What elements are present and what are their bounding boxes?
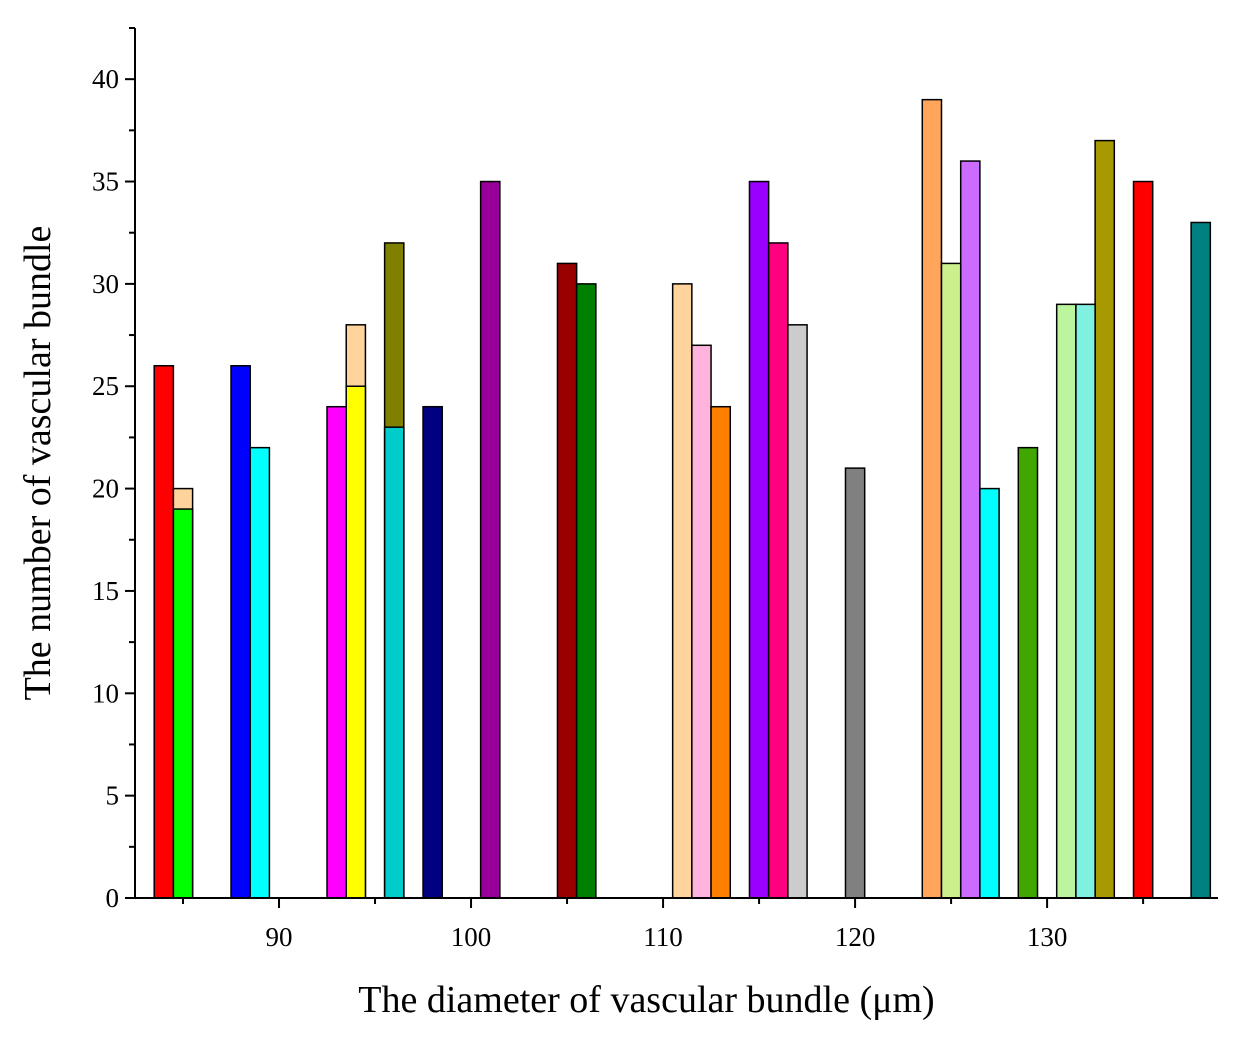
bar-89-22: [249, 446, 271, 899]
x-axis-title: The diameter of vascular bundle (μm): [358, 979, 934, 1021]
y-tick-label: 40: [92, 64, 119, 94]
bar-132-29: [1075, 303, 1096, 899]
x-ticks-group: 90 100 110 120 130: [182, 898, 1145, 952]
bar-111-30: [671, 283, 693, 899]
x-tick-label: 110: [643, 922, 683, 952]
x-tick-label: 90: [266, 922, 293, 952]
bar-124-39: [921, 98, 943, 899]
bars-group: [153, 98, 1212, 899]
bar-98-24: [422, 405, 443, 899]
y-ticks-group: 0 5 10 15 20 25 30 35 40: [92, 27, 135, 913]
bar-120-21: [844, 467, 866, 899]
bar-138-33: [1190, 221, 1212, 899]
axes-group: [134, 28, 1218, 899]
y-tick-label: 5: [106, 781, 120, 811]
bar-106-30: [575, 283, 597, 899]
bar-115-35: [748, 180, 770, 899]
y-tick-label: 0: [106, 883, 120, 913]
x-tick-label: 100: [451, 922, 492, 952]
y-tick-label: 10: [92, 678, 119, 708]
y-axis-title: The number of vascular bundle: [17, 226, 59, 701]
x-tick-label: 130: [1027, 922, 1068, 952]
bar-116-32: [767, 242, 789, 899]
y-tick-label: 30: [92, 269, 119, 299]
bar-117-28: [787, 324, 808, 899]
bar-126-36: [959, 160, 981, 899]
bar-105-31: [556, 262, 578, 899]
bar-96-23: [383, 426, 405, 899]
y-tick-label: 35: [92, 167, 119, 197]
y-tick-label: 20: [92, 474, 119, 504]
bar-93-24: [326, 405, 347, 899]
x-tick-label: 120: [835, 922, 876, 952]
bar-94-25: [345, 385, 367, 899]
y-tick-label: 25: [92, 371, 119, 401]
bar-84-26: [153, 365, 175, 899]
bar-131-29: [1055, 303, 1077, 899]
bar-101-35: [479, 180, 501, 899]
bar-85-19: [172, 508, 194, 899]
bar-135-35: [1132, 180, 1154, 899]
y-tick-label: 15: [92, 576, 119, 606]
bar-133-37: [1094, 139, 1116, 899]
bar-129-22: [1017, 446, 1039, 899]
bar-127-20: [979, 487, 1000, 899]
bar-125-31: [940, 262, 962, 899]
bar-88-26: [230, 365, 251, 899]
bar-112-27: [691, 344, 712, 899]
bar-113-24: [710, 405, 732, 899]
